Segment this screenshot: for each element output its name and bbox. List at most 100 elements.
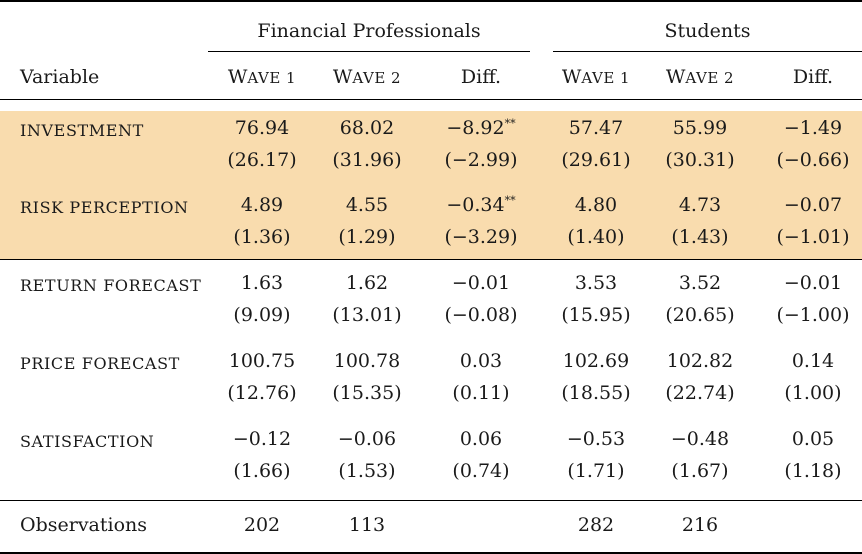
mean-cell: 68.02	[312, 117, 422, 139]
mean-cell: 3.52	[645, 272, 755, 294]
mean-cell: 76.94	[207, 117, 317, 139]
mean-value: −8.92	[446, 117, 505, 139]
mean-value: 0.05	[791, 428, 835, 450]
row-label: RETURN FORECAST	[20, 276, 202, 295]
stat-cell: (−2.99)	[444, 149, 518, 171]
mean-cell: −0.06	[312, 428, 422, 450]
stat-cell: (1.29)	[338, 226, 396, 248]
mean-cell: 57.47	[541, 117, 651, 139]
row-label: INVESTMENT	[20, 121, 144, 140]
mean-cell: 102.69	[541, 350, 651, 372]
stat-cell: (9.09)	[233, 304, 291, 326]
stat-cell: (−0.66)	[776, 149, 850, 171]
stat-cell: (29.61)	[561, 149, 631, 171]
mean-cell: −8.92**	[426, 117, 536, 139]
mean-cell: −1.49	[758, 117, 862, 139]
mean-cell: 102.82	[645, 350, 755, 372]
column-header-rest: AVE 1	[247, 69, 297, 87]
mean-value: 100.75	[228, 350, 296, 372]
stat-cell: (18.55)	[561, 382, 631, 404]
stat-cell: (12.76)	[227, 382, 297, 404]
stat-cell: (31.96)	[332, 149, 402, 171]
group-header-professionals: Financial Professionals	[257, 20, 481, 42]
observations-value: 202	[243, 514, 281, 536]
mean-value: −0.12	[232, 428, 292, 450]
mean-value: −0.34	[446, 194, 505, 216]
stat-cell: (0.74)	[452, 460, 510, 482]
mean-cell: 55.99	[645, 117, 755, 139]
column-header-initial: W	[227, 66, 248, 88]
mean-value: 4.73	[678, 194, 722, 216]
stat-cell: (22.74)	[665, 382, 735, 404]
observations-rule	[0, 500, 862, 501]
mean-cell: −0.34**	[426, 194, 536, 216]
stat-cell: (−1.01)	[776, 226, 850, 248]
mean-cell: 4.80	[541, 194, 651, 216]
column-header-initial: W	[332, 66, 353, 88]
stat-cell: (1.53)	[338, 460, 396, 482]
mean-cell: 4.89	[207, 194, 317, 216]
mean-cell: 0.14	[758, 350, 862, 372]
mean-value: 57.47	[568, 117, 624, 139]
highlight-band	[0, 111, 862, 259]
mean-value: 100.78	[333, 350, 401, 372]
column-header-rest: AVE 2	[685, 69, 735, 87]
column-header-initial: W	[665, 66, 686, 88]
mean-value: 68.02	[339, 117, 395, 139]
column-header-initial: W	[561, 66, 582, 88]
mean-value: −0.48	[670, 428, 730, 450]
mean-cell: −0.01	[426, 272, 536, 294]
observations-value: 113	[348, 514, 386, 536]
mean-value: 4.80	[574, 194, 618, 216]
mean-value: 0.03	[459, 350, 503, 372]
column-header: WAVE 1	[541, 66, 651, 89]
stat-cell: (1.66)	[233, 460, 291, 482]
mean-cell: −0.53	[541, 428, 651, 450]
significance-stars: **	[504, 194, 516, 207]
mean-value: 4.55	[345, 194, 389, 216]
mean-cell: 4.55	[312, 194, 422, 216]
mean-cell: 4.73	[645, 194, 755, 216]
column-header: WAVE 1	[207, 66, 317, 89]
mean-cell: 0.03	[426, 350, 536, 372]
observations-value: 216	[681, 514, 719, 536]
mean-cell: 3.53	[541, 272, 651, 294]
column-header-initial: Diff.	[460, 66, 502, 88]
group-rule-professionals	[208, 51, 530, 52]
header-rule	[0, 99, 862, 100]
stat-cell: (0.11)	[452, 382, 510, 404]
mean-value: 3.52	[678, 272, 722, 294]
row-label: PRICE FORECAST	[20, 354, 180, 373]
column-header-rest: AVE 2	[352, 69, 402, 87]
group-rule-students	[553, 51, 862, 52]
mean-cell: 1.63	[207, 272, 317, 294]
group-header-students: Students	[664, 20, 751, 42]
mean-value: 0.14	[791, 350, 835, 372]
mean-value: 4.89	[240, 194, 284, 216]
significance-stars: **	[504, 117, 516, 130]
mean-cell: −0.01	[758, 272, 862, 294]
stat-cell: (1.00)	[784, 382, 842, 404]
mean-cell: 100.78	[312, 350, 422, 372]
stat-cell: (−3.29)	[444, 226, 518, 248]
stat-cell: (1.36)	[233, 226, 291, 248]
mean-value: −0.01	[451, 272, 511, 294]
mean-value: 55.99	[672, 117, 728, 139]
mean-value: −0.07	[783, 194, 843, 216]
stat-cell: (15.35)	[332, 382, 402, 404]
column-header: Diff.	[758, 66, 862, 89]
mean-cell: 100.75	[207, 350, 317, 372]
stat-cell: (26.17)	[227, 149, 297, 171]
variable-header: Variable	[20, 66, 100, 88]
column-header: Diff.	[426, 66, 536, 89]
observations-value: 282	[577, 514, 615, 536]
stat-cell: (1.43)	[671, 226, 729, 248]
mean-value: 76.94	[234, 117, 290, 139]
column-header: WAVE 2	[312, 66, 422, 89]
section-rule	[0, 259, 862, 260]
mean-value: −0.53	[566, 428, 626, 450]
mean-value: 102.82	[666, 350, 734, 372]
column-header-rest: AVE 1	[581, 69, 631, 87]
mean-value: −1.49	[783, 117, 843, 139]
mean-cell: 0.06	[426, 428, 536, 450]
